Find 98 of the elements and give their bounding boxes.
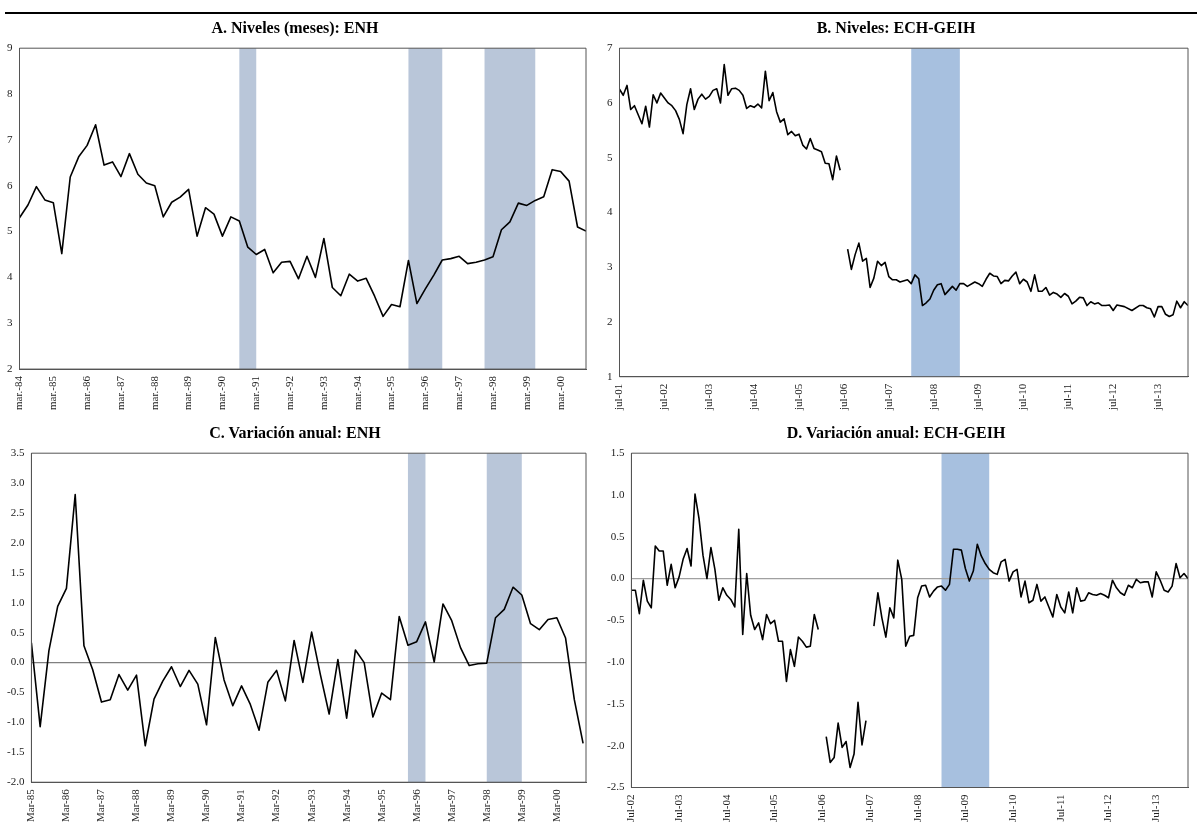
x-tick-label: mar.-92	[282, 376, 295, 411]
y-tick-label: 1	[607, 369, 613, 382]
y-tick-label: 3.5	[10, 446, 25, 459]
x-tick-label: Jul-13	[1149, 794, 1162, 822]
y-tick-label: -2.0	[606, 738, 625, 751]
y-tick-label: 4	[607, 205, 613, 218]
x-tick-label: mar.-93	[316, 375, 329, 411]
x-tick-label: Jul-03	[672, 794, 685, 822]
x-tick-label: mar.-99	[519, 375, 532, 411]
x-tick-label: mar.-90	[215, 375, 228, 411]
x-tick-label: mar.-91	[249, 376, 262, 411]
y-tick-label: 4	[7, 270, 13, 283]
chart-title: C. Variación anual: ENH	[209, 423, 382, 441]
x-tick-label: jul-06	[836, 383, 849, 412]
x-tick-label: jul-01	[612, 383, 625, 412]
y-tick-label: 5	[607, 150, 613, 163]
x-tick-label: mar.-97	[452, 375, 465, 411]
x-tick-label: mar.-00	[553, 375, 566, 411]
y-tick-label: 3	[607, 260, 613, 273]
y-tick-label: 0.5	[10, 625, 25, 638]
y-tick-label: -2.5	[606, 780, 625, 793]
x-tick-label: jul-10	[1016, 383, 1029, 412]
x-tick-label: jul-05	[791, 383, 804, 412]
y-tick-label: -0.5	[606, 613, 625, 626]
y-tick-label: 1.0	[10, 595, 25, 608]
x-tick-label: Jul-04	[719, 794, 732, 822]
y-tick-label: 2.0	[10, 535, 25, 548]
x-tick-label: Mar-93	[304, 788, 317, 823]
y-tick-label: 3	[7, 316, 13, 329]
y-tick-label: 7	[607, 41, 613, 54]
x-tick-label: mar.-89	[181, 375, 194, 411]
y-tick-label: -2.0	[6, 775, 25, 788]
y-tick-label: -0.5	[6, 685, 25, 698]
x-tick-label: Mar-95	[374, 788, 387, 823]
y-tick-label: 1.5	[610, 446, 625, 459]
y-tick-label: 0.0	[610, 571, 625, 584]
x-tick-label: Mar-94	[339, 788, 352, 823]
y-tick-label: 7	[7, 132, 13, 145]
x-tick-label: Mar-92	[269, 789, 282, 823]
x-tick-label: Jul-12	[1101, 794, 1114, 822]
x-tick-label: mar.-86	[80, 375, 93, 411]
y-tick-label: 9	[7, 41, 13, 54]
x-tick-label: Jul-10	[1005, 794, 1018, 822]
x-tick-label: Mar-97	[444, 788, 457, 823]
y-tick-label: 2.5	[10, 505, 25, 518]
y-tick-label: 8	[7, 86, 13, 99]
y-tick-label: 6	[7, 178, 13, 191]
x-tick-label: Mar-98	[479, 788, 492, 823]
y-tick-label: 2	[607, 314, 613, 327]
x-tick-label: Mar-91	[234, 789, 247, 823]
x-tick-label: Mar-86	[59, 788, 72, 823]
y-tick-label: 1.5	[10, 565, 25, 578]
x-tick-label: jul-07	[881, 383, 894, 412]
x-tick-label: Jul-02	[624, 794, 637, 822]
x-tick-label: mar.-94	[350, 375, 363, 411]
y-tick-label: -1.5	[6, 745, 25, 758]
chart-title: A. Niveles (meses): ENH	[211, 18, 380, 37]
x-tick-label: mar.-85	[46, 375, 59, 411]
y-tick-label: -1.5	[606, 696, 625, 709]
x-tick-label: Mar-88	[129, 788, 142, 823]
x-tick-label: Mar-00	[549, 788, 562, 823]
x-tick-label: Mar-87	[94, 788, 107, 823]
x-tick-label: mar.-98	[485, 375, 498, 411]
y-tick-label: 0.5	[610, 529, 625, 542]
x-tick-label: jul-11	[1061, 383, 1074, 411]
x-tick-label: Mar-96	[409, 788, 422, 823]
x-tick-label: mar.-96	[418, 375, 431, 411]
y-tick-label: -1.0	[6, 715, 25, 728]
x-tick-label: jul-03	[702, 383, 715, 412]
x-tick-label: jul-13	[1150, 383, 1163, 412]
x-tick-label: mar.-95	[384, 375, 397, 411]
y-tick-label: -1.0	[606, 655, 625, 668]
chart-title: D. Variación anual: ECH-GEIH	[786, 423, 1006, 441]
x-tick-label: jul-09	[971, 383, 984, 412]
y-tick-label: 0.0	[10, 655, 25, 668]
x-tick-label: jul-02	[657, 383, 670, 412]
x-tick-label: mar.-88	[147, 375, 160, 411]
x-tick-label: Jul-05	[767, 794, 780, 822]
x-tick-label: Jul-11	[1053, 794, 1066, 822]
x-tick-label: Jul-08	[910, 794, 923, 822]
x-tick-label: Jul-07	[862, 794, 875, 822]
y-tick-label: 5	[7, 224, 13, 237]
x-tick-label: jul-08	[926, 383, 939, 412]
x-tick-label: mar.-87	[113, 375, 126, 411]
x-tick-label: jul-04	[747, 383, 760, 412]
x-tick-label: Mar-90	[199, 788, 212, 823]
x-tick-label: Jul-06	[815, 794, 828, 822]
x-tick-label: Mar-99	[514, 788, 527, 823]
y-tick-label: 3.0	[10, 476, 25, 488]
y-tick-label: 2	[7, 361, 13, 374]
x-tick-label: mar.-84	[12, 375, 25, 411]
chart-title: B. Niveles: ECH-GEIH	[816, 18, 976, 36]
y-tick-label: 6	[607, 95, 613, 108]
x-tick-label: Jul-09	[958, 794, 971, 822]
x-tick-label: Mar-89	[164, 788, 177, 823]
y-tick-label: 1.0	[610, 487, 625, 500]
x-tick-label: jul-12	[1106, 383, 1119, 412]
x-tick-label: Mar-85	[24, 788, 37, 823]
